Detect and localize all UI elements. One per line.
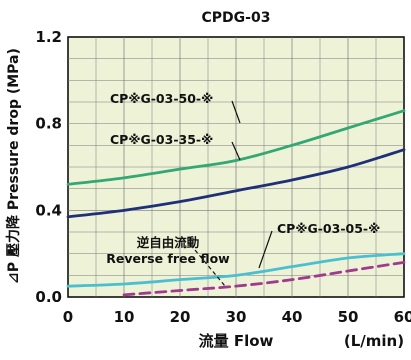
x-axis-ticks: 0 10 20 30 40 50 60 bbox=[63, 308, 411, 326]
x-tick-label-4: 40 bbox=[282, 308, 303, 326]
series-line-1 bbox=[66, 148, 406, 219]
annotation-label-0: CP※G-03-50-※ bbox=[110, 91, 213, 106]
annotation-label-1: CP※G-03-35-※ bbox=[110, 132, 213, 147]
annotation-label-4: Reverse free flow bbox=[106, 251, 230, 266]
y-tick-label-2: 0.8 bbox=[35, 115, 62, 133]
x-tick-label-3: 30 bbox=[226, 308, 247, 326]
y-tick-label-3: 1.2 bbox=[35, 28, 62, 46]
y-axis-ticks: 0.0 0.4 0.8 1.2 bbox=[35, 28, 62, 306]
x-axis-label: 流量 Flow bbox=[199, 332, 274, 350]
series-line-3 bbox=[122, 260, 406, 297]
x-tick-label-0: 0 bbox=[63, 308, 73, 326]
annotation-leader-2 bbox=[258, 230, 273, 269]
annotation-label-2: CP※G-03-05-※ bbox=[277, 221, 380, 236]
annotation-label-3: 逆自由流動 bbox=[137, 235, 200, 250]
y-tick-label-1: 0.4 bbox=[35, 201, 62, 219]
x-tick-label-5: 50 bbox=[338, 308, 359, 326]
x-tick-label-6: 60 bbox=[394, 308, 411, 326]
annotation-leader-1 bbox=[231, 141, 241, 161]
x-tick-label-1: 10 bbox=[114, 308, 135, 326]
annotation-leader-0 bbox=[231, 100, 241, 124]
x-tick-label-2: 20 bbox=[170, 308, 191, 326]
chart-title: CPDG-03 bbox=[202, 10, 271, 26]
x-axis-unit: (L/min) bbox=[344, 332, 404, 350]
annotation-layer: CP※G-03-50-※ CP※G-03-35-※ CP※G-03-05-※ 逆自由流… bbox=[106, 91, 380, 287]
series-line-0 bbox=[66, 109, 406, 186]
y-axis-label: ⊿P 壓力降 Pressure drop (MPa) bbox=[5, 48, 22, 284]
y-tick-label-0: 0.0 bbox=[35, 288, 62, 306]
annotation-leader-3 bbox=[194, 249, 226, 287]
series-line-2 bbox=[66, 252, 406, 288]
series-layer bbox=[66, 109, 406, 297]
